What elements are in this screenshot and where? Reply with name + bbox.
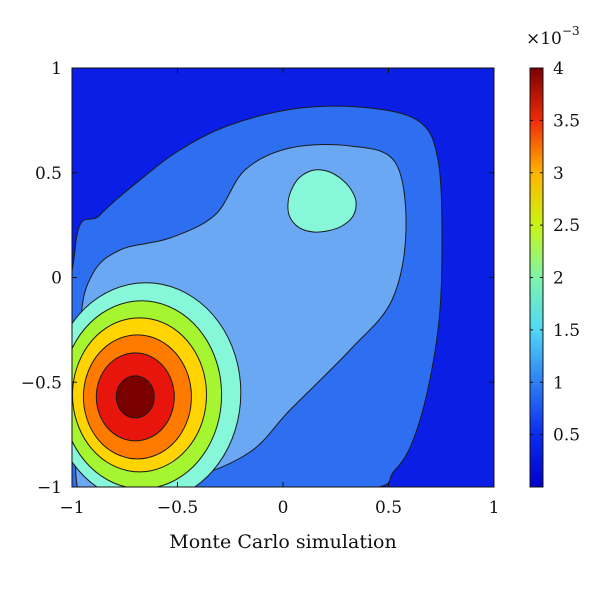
colorbar-tick-label: 0.5 [553,426,580,446]
contour-band-level-3 [287,169,357,233]
contour-plot-area [72,68,494,487]
y-tick-label: 0 [51,269,62,289]
colorbar: 0.5 1 1.5 2 2.5 3 3.5 4 ×10−3 [526,24,580,488]
contour-bands [72,105,443,487]
colorbar-ticks: 0.5 1 1.5 2 2.5 3 3.5 4 [530,59,580,446]
x-tick-label: 1 [489,498,500,518]
colorbar-tick-label: 2 [553,269,564,289]
colorbar-scale-label: ×10−3 [526,24,580,49]
x-tick-label: 0.5 [375,498,402,518]
x-tick-label: −0.5 [157,498,198,518]
colorbar-scale-base: ×10 [526,29,562,49]
colorbar-tick-label: 3 [553,164,564,184]
x-tick-label: 0 [278,498,289,518]
y-tick-label: 1 [51,59,62,79]
y-axis: −1 −0.5 0 0.5 1 [21,59,494,498]
colorbar-tick-label: 2.5 [553,216,580,236]
x-tick-label: −1 [59,498,84,518]
colorbar-tick-label: 4 [553,59,564,79]
x-axis-label: Monte Carlo simulation [169,531,396,553]
colorbar-scale-exponent: −3 [562,24,580,38]
colorbar-tick-label: 1.5 [553,321,580,341]
contour-band-level-8 [115,375,155,419]
y-tick-label: 0.5 [35,164,62,184]
x-axis: −1 −0.5 0 0.5 1 [59,68,499,518]
colorbar-tick-label: 1 [553,373,564,393]
y-tick-label: −0.5 [21,373,62,393]
y-tick-label: −1 [37,478,62,498]
colorbar-tick-label: 3.5 [553,111,580,131]
